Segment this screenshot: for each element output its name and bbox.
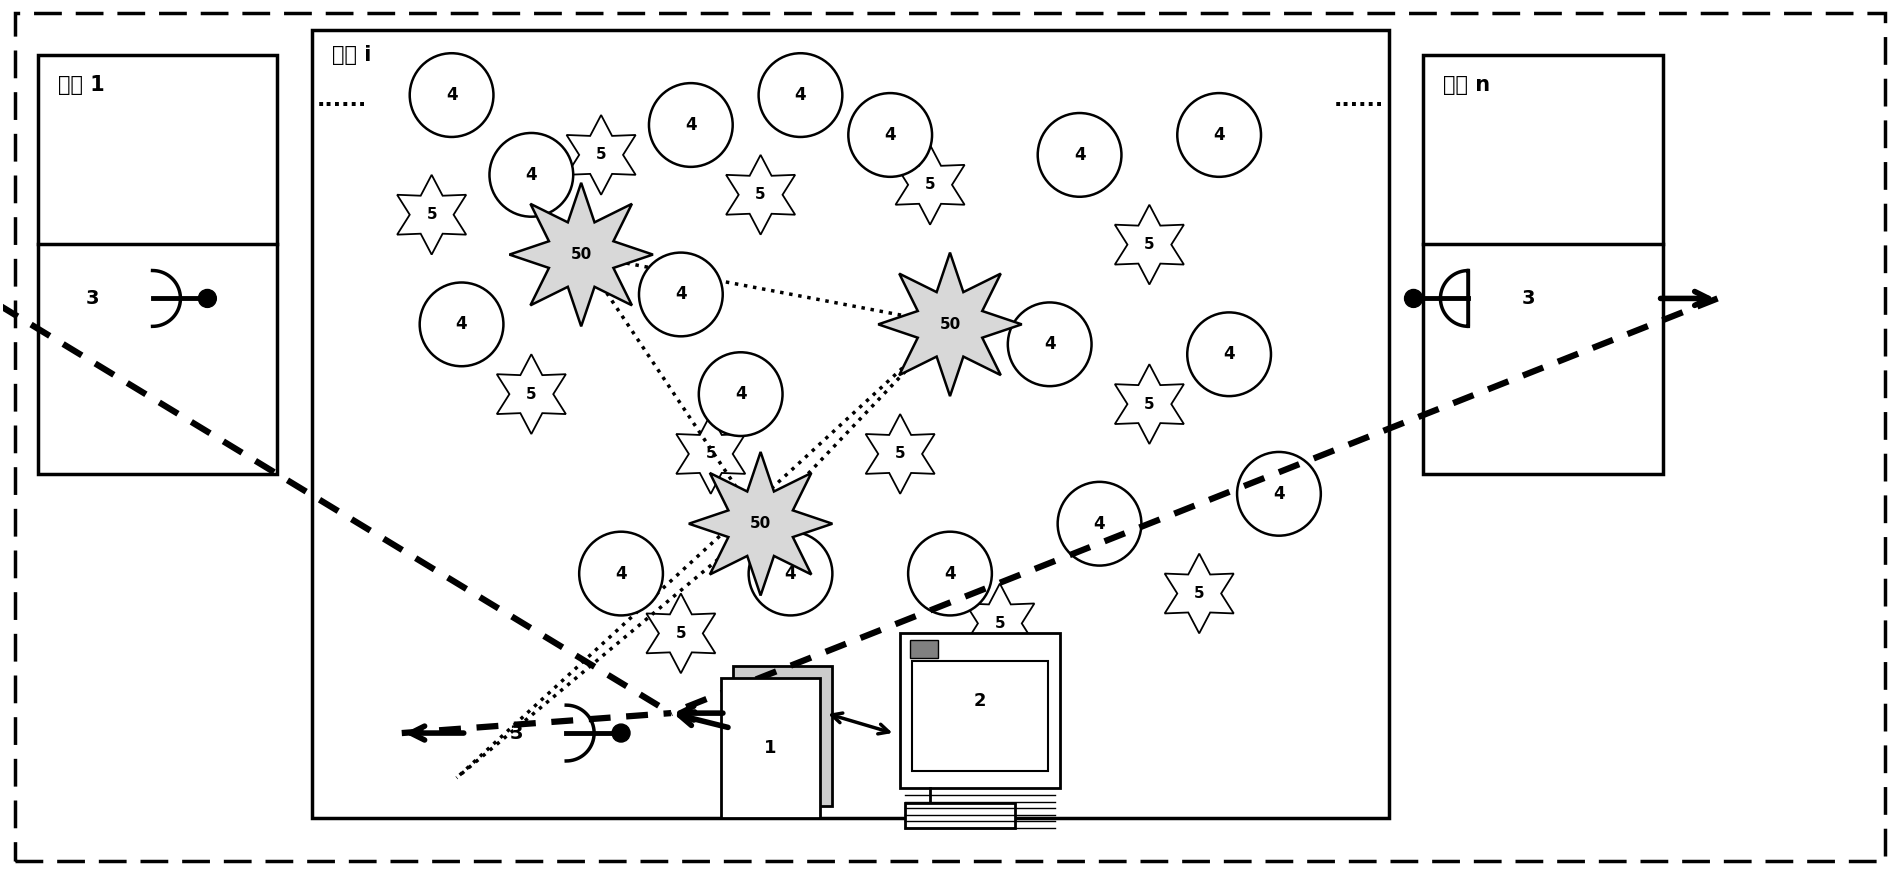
Text: 4: 4 [944, 565, 956, 583]
Polygon shape [1115, 205, 1184, 284]
Polygon shape [496, 354, 566, 434]
Text: 5: 5 [756, 187, 766, 202]
Bar [910, 641, 939, 658]
Text: 温室 i: 温室 i [332, 45, 371, 66]
Text: 1: 1 [764, 739, 777, 757]
Text: 温室 1: 温室 1 [57, 75, 104, 95]
Circle shape [1058, 482, 1142, 565]
Text: 5: 5 [895, 447, 906, 461]
Bar [904, 803, 1015, 828]
Polygon shape [509, 183, 654, 326]
Text: 5: 5 [1144, 397, 1155, 412]
Text: 5: 5 [597, 148, 606, 163]
Text: 4: 4 [526, 166, 538, 184]
Polygon shape [1165, 553, 1233, 634]
Text: 温室 n: 温室 n [1444, 75, 1492, 95]
Bar [38, 55, 277, 474]
Text: 5: 5 [426, 207, 437, 222]
Bar [733, 666, 832, 806]
Circle shape [699, 352, 783, 436]
Bar [912, 662, 1047, 771]
Text: 5: 5 [925, 177, 935, 192]
Text: 50: 50 [570, 247, 591, 262]
Circle shape [650, 83, 733, 167]
Text: ......: ...... [1334, 90, 1383, 110]
Text: 3: 3 [509, 724, 522, 743]
Circle shape [1178, 94, 1262, 177]
Text: 5: 5 [1144, 237, 1155, 252]
Circle shape [420, 282, 504, 366]
Text: 5: 5 [705, 447, 716, 461]
Text: 4: 4 [616, 565, 627, 583]
Text: 4: 4 [1043, 336, 1056, 353]
Polygon shape [866, 414, 935, 494]
Polygon shape [676, 414, 745, 494]
Circle shape [1188, 312, 1271, 396]
Bar [312, 31, 1389, 818]
Circle shape [490, 133, 574, 217]
Circle shape [1037, 113, 1121, 197]
Text: 50: 50 [939, 317, 961, 332]
Circle shape [908, 531, 992, 615]
Text: 5: 5 [526, 386, 536, 402]
Polygon shape [726, 155, 794, 234]
Text: 4: 4 [1074, 146, 1085, 164]
Circle shape [1237, 452, 1320, 536]
Text: 4: 4 [735, 385, 747, 403]
Circle shape [1007, 302, 1091, 386]
Text: 50: 50 [750, 517, 771, 531]
Circle shape [638, 253, 722, 336]
Text: 3: 3 [1522, 289, 1535, 308]
Bar [901, 634, 1060, 787]
Bar [720, 678, 821, 818]
Circle shape [580, 531, 663, 615]
Polygon shape [1115, 364, 1184, 444]
Polygon shape [566, 115, 636, 195]
Polygon shape [878, 253, 1022, 396]
Text: 4: 4 [794, 87, 806, 104]
Text: 4: 4 [1224, 345, 1235, 364]
Text: 4: 4 [1094, 515, 1106, 533]
Text: 4: 4 [884, 126, 897, 144]
Circle shape [410, 53, 494, 137]
Polygon shape [895, 145, 965, 225]
Text: 4: 4 [456, 316, 467, 333]
Polygon shape [690, 452, 832, 595]
Text: 5: 5 [994, 616, 1005, 631]
Text: 5: 5 [676, 626, 686, 641]
Circle shape [612, 724, 631, 742]
Text: 4: 4 [1273, 485, 1284, 503]
Text: 4: 4 [1214, 126, 1226, 144]
Text: 2: 2 [973, 691, 986, 710]
Polygon shape [965, 584, 1034, 663]
Circle shape [198, 289, 217, 308]
Polygon shape [646, 593, 716, 673]
Text: 5: 5 [1193, 586, 1205, 601]
Text: ......: ...... [317, 90, 367, 110]
Polygon shape [397, 175, 466, 254]
Circle shape [1404, 289, 1423, 308]
Text: 4: 4 [674, 286, 686, 303]
Circle shape [758, 53, 842, 137]
Text: 3: 3 [86, 289, 99, 308]
Text: 4: 4 [785, 565, 796, 583]
Circle shape [847, 94, 933, 177]
Text: 4: 4 [686, 116, 697, 134]
Bar [1423, 55, 1662, 474]
Circle shape [749, 531, 832, 615]
Text: 4: 4 [446, 87, 458, 104]
